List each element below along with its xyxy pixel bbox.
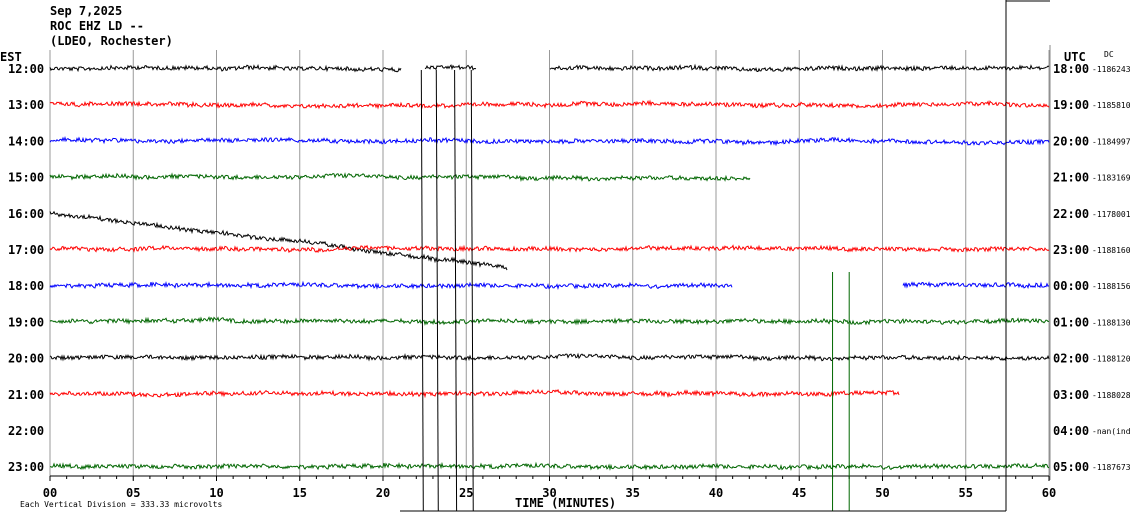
trace-2000: [49, 135, 1050, 147]
est-hour-label: 14:00: [8, 134, 44, 148]
trace-1900: [49, 99, 1050, 110]
dc-offset-label: -1185810: [1092, 101, 1130, 110]
x-axis-title: TIME (MINUTES): [515, 496, 616, 510]
x-tick-label: 25: [459, 486, 473, 500]
utc-hour-label: 01:00: [1053, 315, 1089, 329]
x-tick-label: 10: [209, 486, 223, 500]
x-tick-label: 05: [126, 486, 140, 500]
trace-0200: [49, 352, 1050, 362]
utc-axis-label: UTC: [1064, 50, 1086, 64]
est-hour-label: 20:00: [8, 352, 44, 366]
spike-line: [420, 69, 424, 512]
utc-hour-label: 23:00: [1053, 243, 1089, 257]
x-tick-label: 30: [542, 486, 556, 500]
est-hour-label: 12:00: [8, 62, 44, 76]
traces: [49, 63, 1050, 512]
utc-hour-label: 05:00: [1053, 460, 1089, 474]
est-hour-label: 23:00: [8, 460, 44, 474]
utc-hour-label: 04:00: [1053, 424, 1089, 438]
station-label: ROC EHZ LD --: [50, 19, 144, 33]
x-tick-label: 45: [792, 486, 806, 500]
est-axis-label: EST: [0, 50, 22, 64]
grid: [49, 50, 1050, 481]
x-tick-label: 40: [709, 486, 723, 500]
utc-hour-label: 20:00: [1053, 134, 1089, 148]
utc-hour-label: 02:00: [1053, 352, 1089, 366]
network-label: (LDEO, Rochester): [50, 34, 173, 48]
dc-offset-label: -1188160: [1092, 246, 1130, 255]
dc-offset-label: -1188156: [1092, 282, 1130, 291]
dc-offset-label: -1186243: [1092, 65, 1130, 74]
trace-2300: [49, 244, 1050, 254]
date-label: Sep 7,2025: [50, 4, 123, 18]
est-hour-label: 13:00: [8, 98, 44, 112]
x-tick-label: 20: [376, 486, 390, 500]
x-tick-label: 00: [43, 486, 57, 500]
spike-line: [435, 69, 439, 512]
dc-offset-label: -1188028: [1092, 391, 1130, 400]
dc-offset-label: -nan(ind: [1092, 427, 1130, 436]
est-hour-label: 16:00: [8, 207, 44, 221]
x-tick-label: 55: [959, 486, 973, 500]
utc-hour-label: 18:00: [1053, 62, 1089, 76]
x-tick-label: 35: [626, 486, 640, 500]
utc-hour-label: 21:00: [1053, 171, 1089, 185]
utc-hour-label: 22:00: [1053, 207, 1089, 221]
trace-0100: [49, 316, 1050, 326]
est-hour-label: 22:00: [8, 424, 44, 438]
trace-0500: [49, 461, 1050, 471]
est-hour-label: 21:00: [8, 388, 44, 402]
trace-1800: [49, 63, 1050, 73]
dc-offset-label: -1183169: [1092, 174, 1130, 183]
est-hour-label: 18:00: [8, 279, 44, 293]
x-tick-label: 60: [1042, 486, 1056, 500]
est-hour-label: 15:00: [8, 171, 44, 185]
utc-hour-label: 03:00: [1053, 388, 1089, 402]
utc-hour-label: 00:00: [1053, 279, 1089, 293]
x-tick-label: 50: [875, 486, 889, 500]
spike-line: [454, 69, 458, 512]
trace-0000: [49, 280, 1050, 290]
scale-note: Each Vertical Division = 333.33 microvol…: [20, 500, 222, 509]
dc-offset-label: -1188130: [1092, 318, 1130, 327]
utc-hour-label: 19:00: [1053, 98, 1089, 112]
dc-offset-label: -1178001: [1092, 210, 1130, 219]
est-hour-label: 17:00: [8, 243, 44, 257]
dc-offset-label: -1188120: [1092, 355, 1130, 364]
spike-line: [470, 69, 474, 512]
x-tick-label: 15: [293, 486, 307, 500]
est-hour-label: 19:00: [8, 315, 44, 329]
dc-offset-label: -1187673: [1092, 463, 1130, 472]
dc-label: DC: [1104, 50, 1114, 59]
dc-offset-label: -1184997: [1092, 137, 1130, 146]
